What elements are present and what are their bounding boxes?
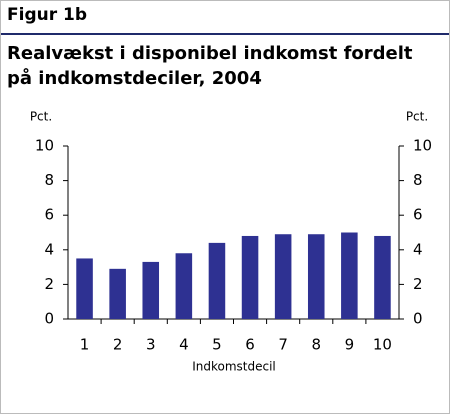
x-tick-label: 1 bbox=[80, 336, 90, 354]
bar bbox=[76, 258, 93, 319]
y-axis-label: Pct. bbox=[30, 110, 52, 124]
y2-axis-label: Pct. bbox=[406, 110, 428, 124]
bar bbox=[307, 234, 325, 319]
y2-tick-label: 2 bbox=[413, 275, 423, 293]
x-tick-label: 2 bbox=[113, 336, 123, 354]
header-rule bbox=[1, 33, 449, 35]
bar bbox=[374, 235, 391, 319]
y-tick-label: 2 bbox=[44, 275, 54, 293]
x-tick-label: 9 bbox=[345, 336, 355, 354]
y-tick-label: 8 bbox=[44, 171, 54, 189]
x-axis-label: Indkomstdecil bbox=[192, 360, 276, 374]
figure-label: Figur 1b bbox=[7, 5, 88, 25]
x-tick-label: 4 bbox=[179, 336, 189, 354]
x-tick-label: 8 bbox=[311, 336, 321, 354]
bar bbox=[109, 268, 126, 319]
bar bbox=[208, 242, 226, 319]
y2-tick-label: 4 bbox=[413, 240, 423, 258]
x-tick-label: 5 bbox=[212, 336, 222, 354]
y-tick-label: 0 bbox=[44, 310, 54, 328]
x-tick-label: 3 bbox=[146, 336, 156, 354]
x-tick-label: 7 bbox=[278, 336, 288, 354]
y2-tick-label: 10 bbox=[413, 137, 432, 155]
y-tick-label: 6 bbox=[44, 206, 54, 224]
x-tick-label: 6 bbox=[245, 336, 255, 354]
bar bbox=[241, 235, 259, 319]
y2-tick-label: 8 bbox=[413, 171, 423, 189]
chart-title: Realvækst i disponibel indkomst fordelt … bbox=[7, 43, 413, 89]
y2-tick-label: 6 bbox=[413, 206, 423, 224]
y2-tick-label: 0 bbox=[413, 310, 423, 328]
x-tick-label: 10 bbox=[373, 336, 392, 354]
bar bbox=[175, 253, 193, 319]
y-tick-label: 4 bbox=[44, 240, 54, 258]
bar bbox=[341, 232, 358, 319]
bar bbox=[274, 234, 292, 319]
y-tick-label: 10 bbox=[35, 137, 54, 155]
bar bbox=[142, 261, 160, 319]
